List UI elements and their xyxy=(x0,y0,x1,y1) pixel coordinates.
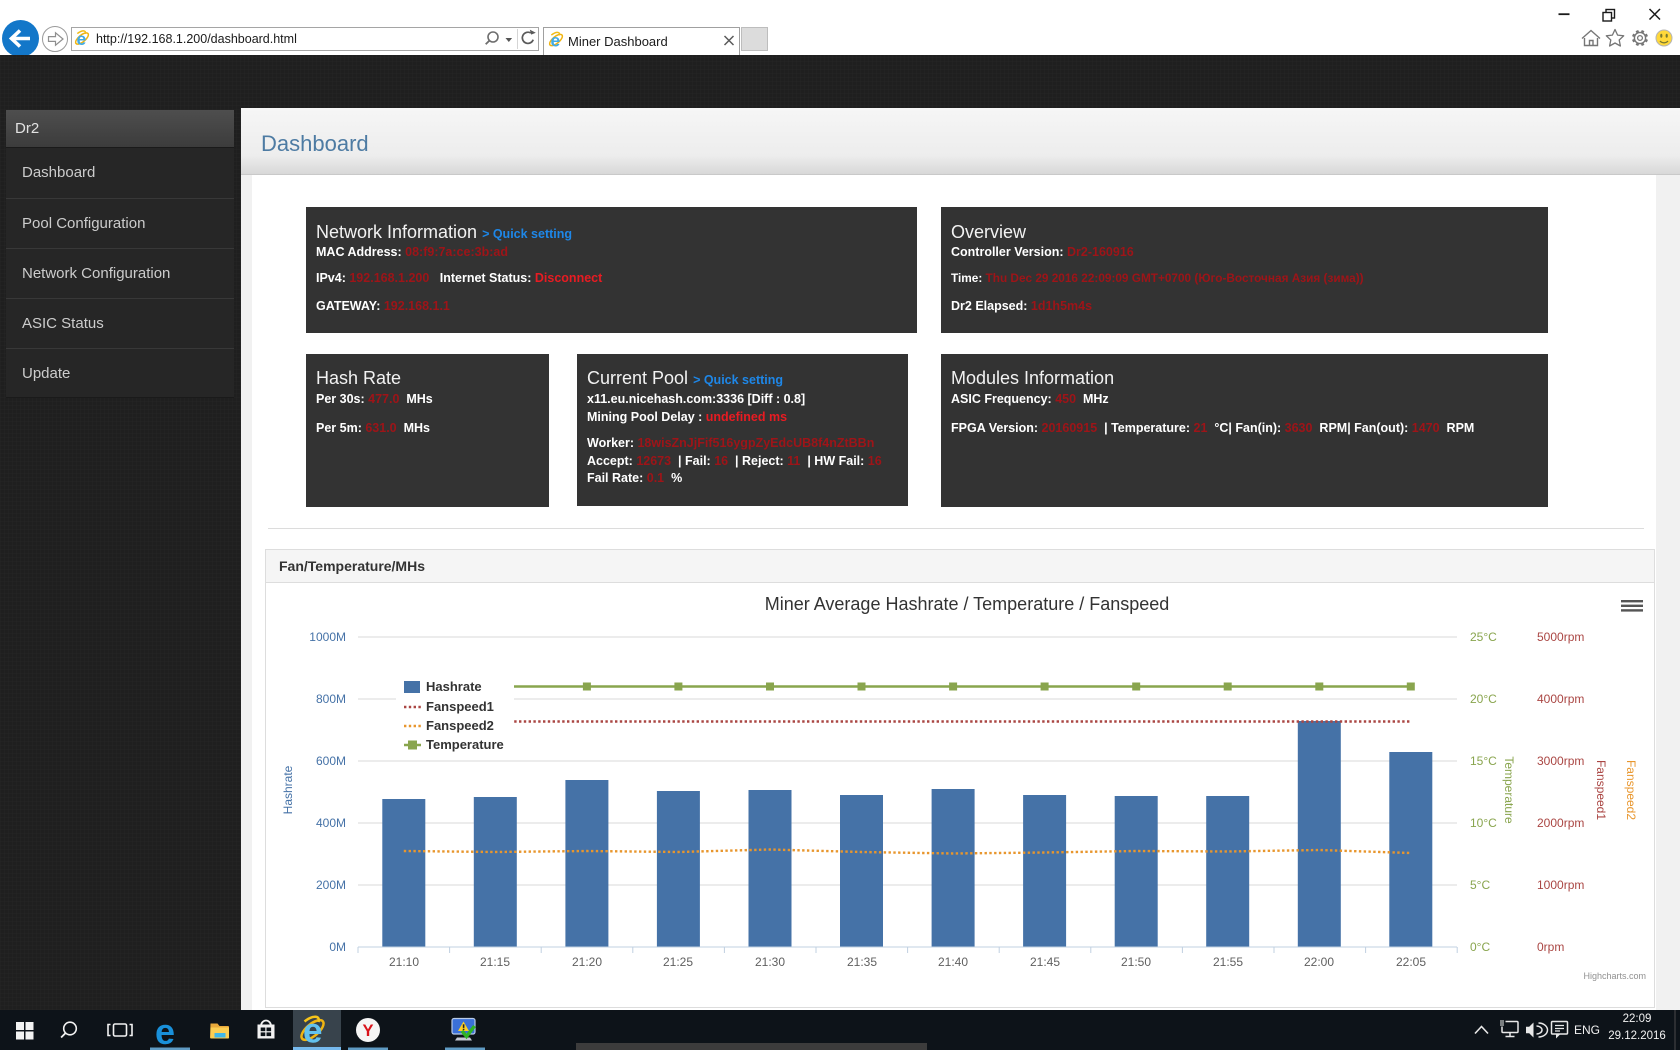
svg-text:e: e xyxy=(77,29,87,49)
svg-text:e: e xyxy=(155,1011,175,1050)
svg-text:Y: Y xyxy=(363,1022,374,1040)
svg-text:e: e xyxy=(551,31,561,51)
